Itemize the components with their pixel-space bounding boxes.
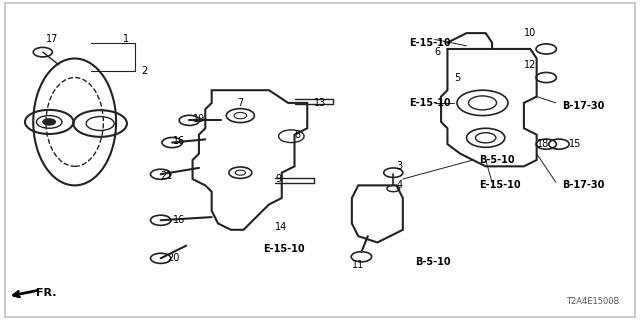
Text: B-5-10: B-5-10 xyxy=(415,257,451,267)
Text: B-17-30: B-17-30 xyxy=(562,180,605,190)
Text: 1: 1 xyxy=(122,35,129,44)
Text: 5: 5 xyxy=(454,73,460,83)
Text: E-15-10: E-15-10 xyxy=(262,244,304,254)
Text: 15: 15 xyxy=(568,139,581,149)
Text: 16: 16 xyxy=(173,136,186,146)
Text: T2A4E1500B: T2A4E1500B xyxy=(566,297,620,306)
Text: 14: 14 xyxy=(275,222,287,232)
Text: 19: 19 xyxy=(193,114,205,124)
Text: 16: 16 xyxy=(173,215,186,225)
Text: E-15-10: E-15-10 xyxy=(479,180,521,190)
Text: 3: 3 xyxy=(396,161,403,171)
Text: 6: 6 xyxy=(435,47,441,57)
Text: 13: 13 xyxy=(314,98,326,108)
FancyBboxPatch shape xyxy=(4,3,636,317)
Text: 18: 18 xyxy=(537,139,549,149)
Text: 7: 7 xyxy=(237,98,243,108)
Text: E-15-10: E-15-10 xyxy=(409,38,451,48)
Text: 20: 20 xyxy=(167,253,179,263)
Text: B-5-10: B-5-10 xyxy=(479,155,515,165)
Text: 4: 4 xyxy=(396,180,403,190)
Text: 2: 2 xyxy=(141,66,148,76)
Text: FR.: FR. xyxy=(36,288,57,298)
Text: B-17-30: B-17-30 xyxy=(562,101,605,111)
Text: 21: 21 xyxy=(161,171,173,181)
Text: E-15-10: E-15-10 xyxy=(409,98,451,108)
Circle shape xyxy=(43,119,56,125)
Text: 8: 8 xyxy=(294,130,301,140)
Text: 11: 11 xyxy=(352,260,364,270)
Text: 17: 17 xyxy=(46,35,58,44)
Text: 9: 9 xyxy=(275,174,282,184)
Text: 12: 12 xyxy=(524,60,536,70)
Text: 10: 10 xyxy=(524,28,536,38)
